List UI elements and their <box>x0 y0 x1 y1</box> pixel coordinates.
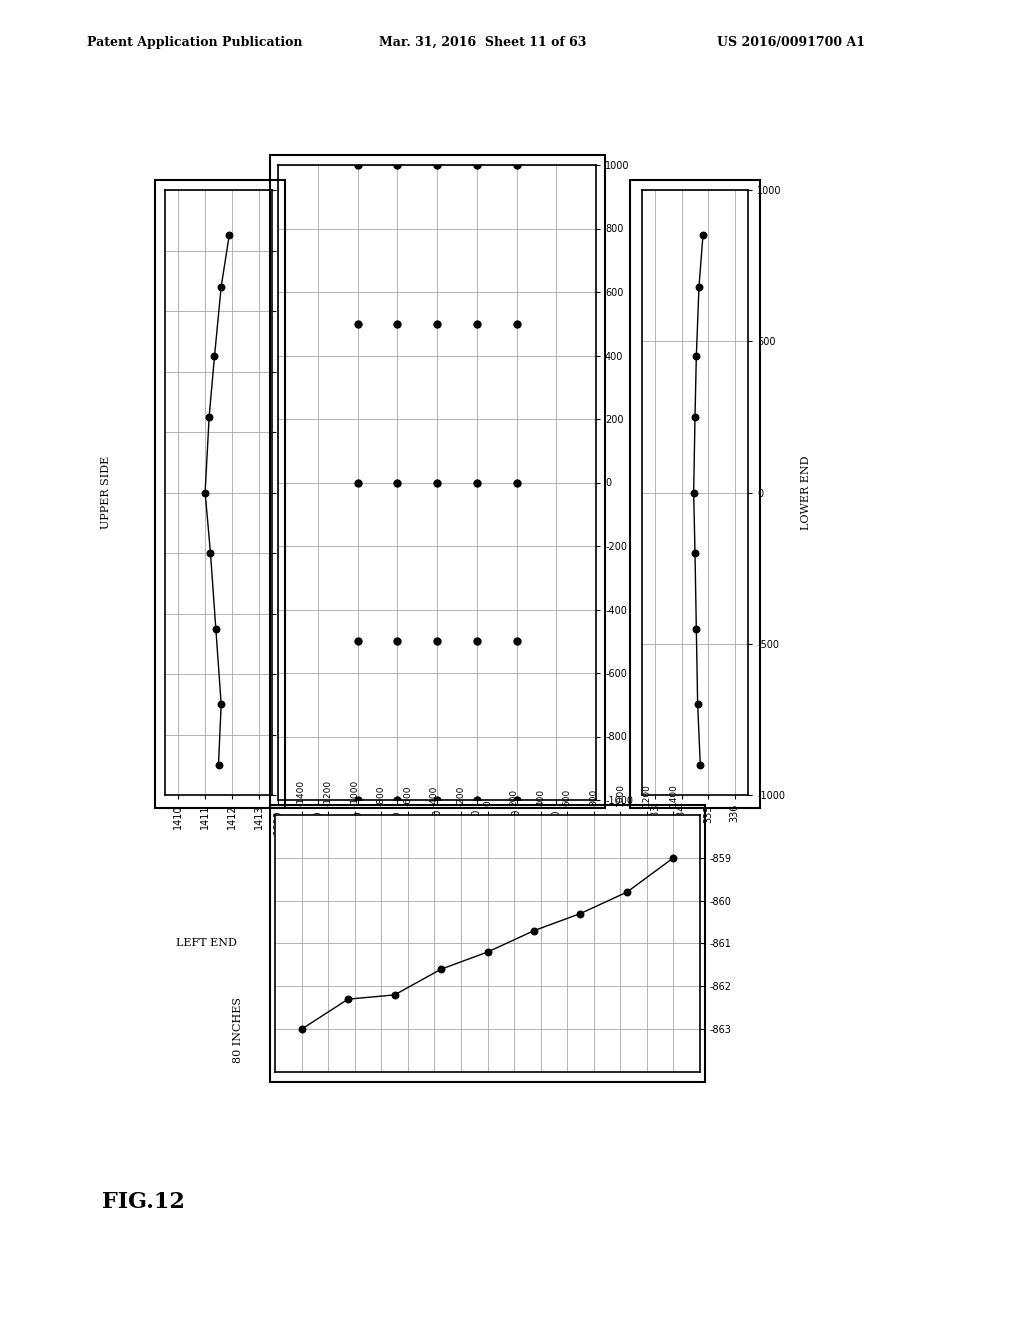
Point <box>203 543 219 564</box>
Point <box>508 631 524 652</box>
Point <box>688 618 705 639</box>
Point <box>572 903 589 924</box>
Point <box>469 789 485 810</box>
Point <box>692 754 709 775</box>
Point <box>349 631 366 652</box>
Point <box>386 985 402 1006</box>
Y-axis label: SCREEN LATERAL DIRECTION: SCREEN LATERAL DIRECTION <box>657 392 668 573</box>
Point <box>293 1019 309 1040</box>
Point <box>685 482 701 503</box>
Point <box>201 407 217 428</box>
Point <box>210 754 226 775</box>
Point <box>479 941 496 962</box>
Point <box>508 154 524 176</box>
Point <box>618 882 635 903</box>
Point <box>389 789 406 810</box>
Point <box>389 154 406 176</box>
Point <box>469 154 485 176</box>
Text: Mar. 31, 2016  Sheet 11 of 63: Mar. 31, 2016 Sheet 11 of 63 <box>379 36 587 49</box>
Point <box>429 313 445 334</box>
Point <box>206 346 222 367</box>
Point <box>429 789 445 810</box>
Point <box>349 154 366 176</box>
Point <box>208 618 224 639</box>
Text: 80 INCHES: 80 INCHES <box>233 997 244 1063</box>
Point <box>469 313 485 334</box>
Point <box>389 631 406 652</box>
Point <box>349 789 366 810</box>
Point <box>389 473 406 494</box>
Point <box>429 631 445 652</box>
Point <box>508 473 524 494</box>
Text: UPPER SIDE: UPPER SIDE <box>101 455 112 529</box>
Point <box>213 276 229 297</box>
Point <box>429 473 445 494</box>
Point <box>433 958 450 979</box>
Point <box>221 224 238 246</box>
Point <box>340 989 356 1010</box>
Point <box>469 473 485 494</box>
Point <box>349 473 366 494</box>
Point <box>349 313 366 334</box>
Point <box>694 224 711 246</box>
Text: US 2016/0091700 A1: US 2016/0091700 A1 <box>717 36 865 49</box>
Text: Patent Application Publication: Patent Application Publication <box>87 36 302 49</box>
Point <box>687 407 703 428</box>
Point <box>197 482 213 503</box>
Point <box>689 694 706 715</box>
Text: LEFT END: LEFT END <box>176 939 237 949</box>
Point <box>691 276 708 297</box>
Point <box>688 346 705 367</box>
Point <box>508 313 524 334</box>
Text: FIG.12: FIG.12 <box>102 1191 185 1213</box>
Point <box>525 920 542 941</box>
Text: LOWER END: LOWER END <box>802 455 811 529</box>
Point <box>389 313 406 334</box>
Point <box>508 789 524 810</box>
Point <box>687 543 703 564</box>
Point <box>469 631 485 652</box>
Point <box>429 154 445 176</box>
Point <box>213 694 229 715</box>
X-axis label: SCREEN VERTICAL DIRECTION: SCREEN VERTICAL DIRECTION <box>344 837 530 846</box>
Point <box>666 847 682 869</box>
